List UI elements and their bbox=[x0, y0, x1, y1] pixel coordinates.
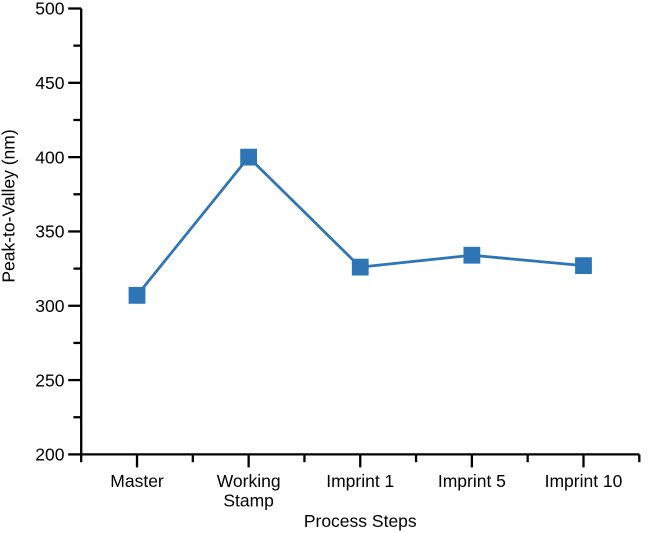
x-axis-title: Process Steps bbox=[304, 511, 417, 531]
x-tick-label-line: Working bbox=[217, 471, 281, 491]
data-point-marker bbox=[351, 258, 369, 276]
x-tick-label: Master bbox=[110, 471, 164, 491]
y-axis-title: Peak-to-Valley (nm) bbox=[0, 129, 19, 282]
x-tick-label-line: Stamp bbox=[223, 491, 274, 511]
x-tick-label-line: Master bbox=[110, 471, 164, 491]
x-tick-label-line: Imprint 5 bbox=[438, 471, 506, 491]
data-point-marker bbox=[575, 257, 592, 275]
y-tick-label: 350 bbox=[35, 222, 64, 242]
y-tick-label: 300 bbox=[35, 296, 64, 316]
data-series-markers bbox=[128, 148, 592, 304]
y-axis-ticks bbox=[68, 7, 82, 456]
data-point-marker bbox=[463, 246, 481, 264]
x-tick-label-line: Imprint 10 bbox=[545, 471, 623, 491]
x-tick-label: Imprint 10 bbox=[545, 471, 623, 491]
data-point-marker bbox=[240, 148, 258, 166]
y-tick-label: 200 bbox=[35, 445, 64, 465]
y-tick-label: 250 bbox=[35, 370, 64, 390]
y-tick-labels: 200 250 300 350 400 450 500 bbox=[35, 0, 64, 465]
x-tick-label: Imprint 1 bbox=[326, 471, 394, 491]
y-tick-label: 450 bbox=[35, 73, 64, 93]
x-tick-label-line: Imprint 1 bbox=[326, 471, 394, 491]
y-tick-label: 500 bbox=[35, 0, 64, 19]
data-point-marker bbox=[128, 286, 146, 304]
x-tick-labels: Master Working Stamp Imprint 1 Imprint 5 Impr… bbox=[110, 471, 622, 511]
x-axis-ticks bbox=[80, 454, 641, 468]
x-tick-label: Working Stamp bbox=[217, 471, 281, 511]
y-tick-label: 400 bbox=[35, 147, 64, 167]
x-tick-label: Imprint 5 bbox=[438, 471, 506, 491]
